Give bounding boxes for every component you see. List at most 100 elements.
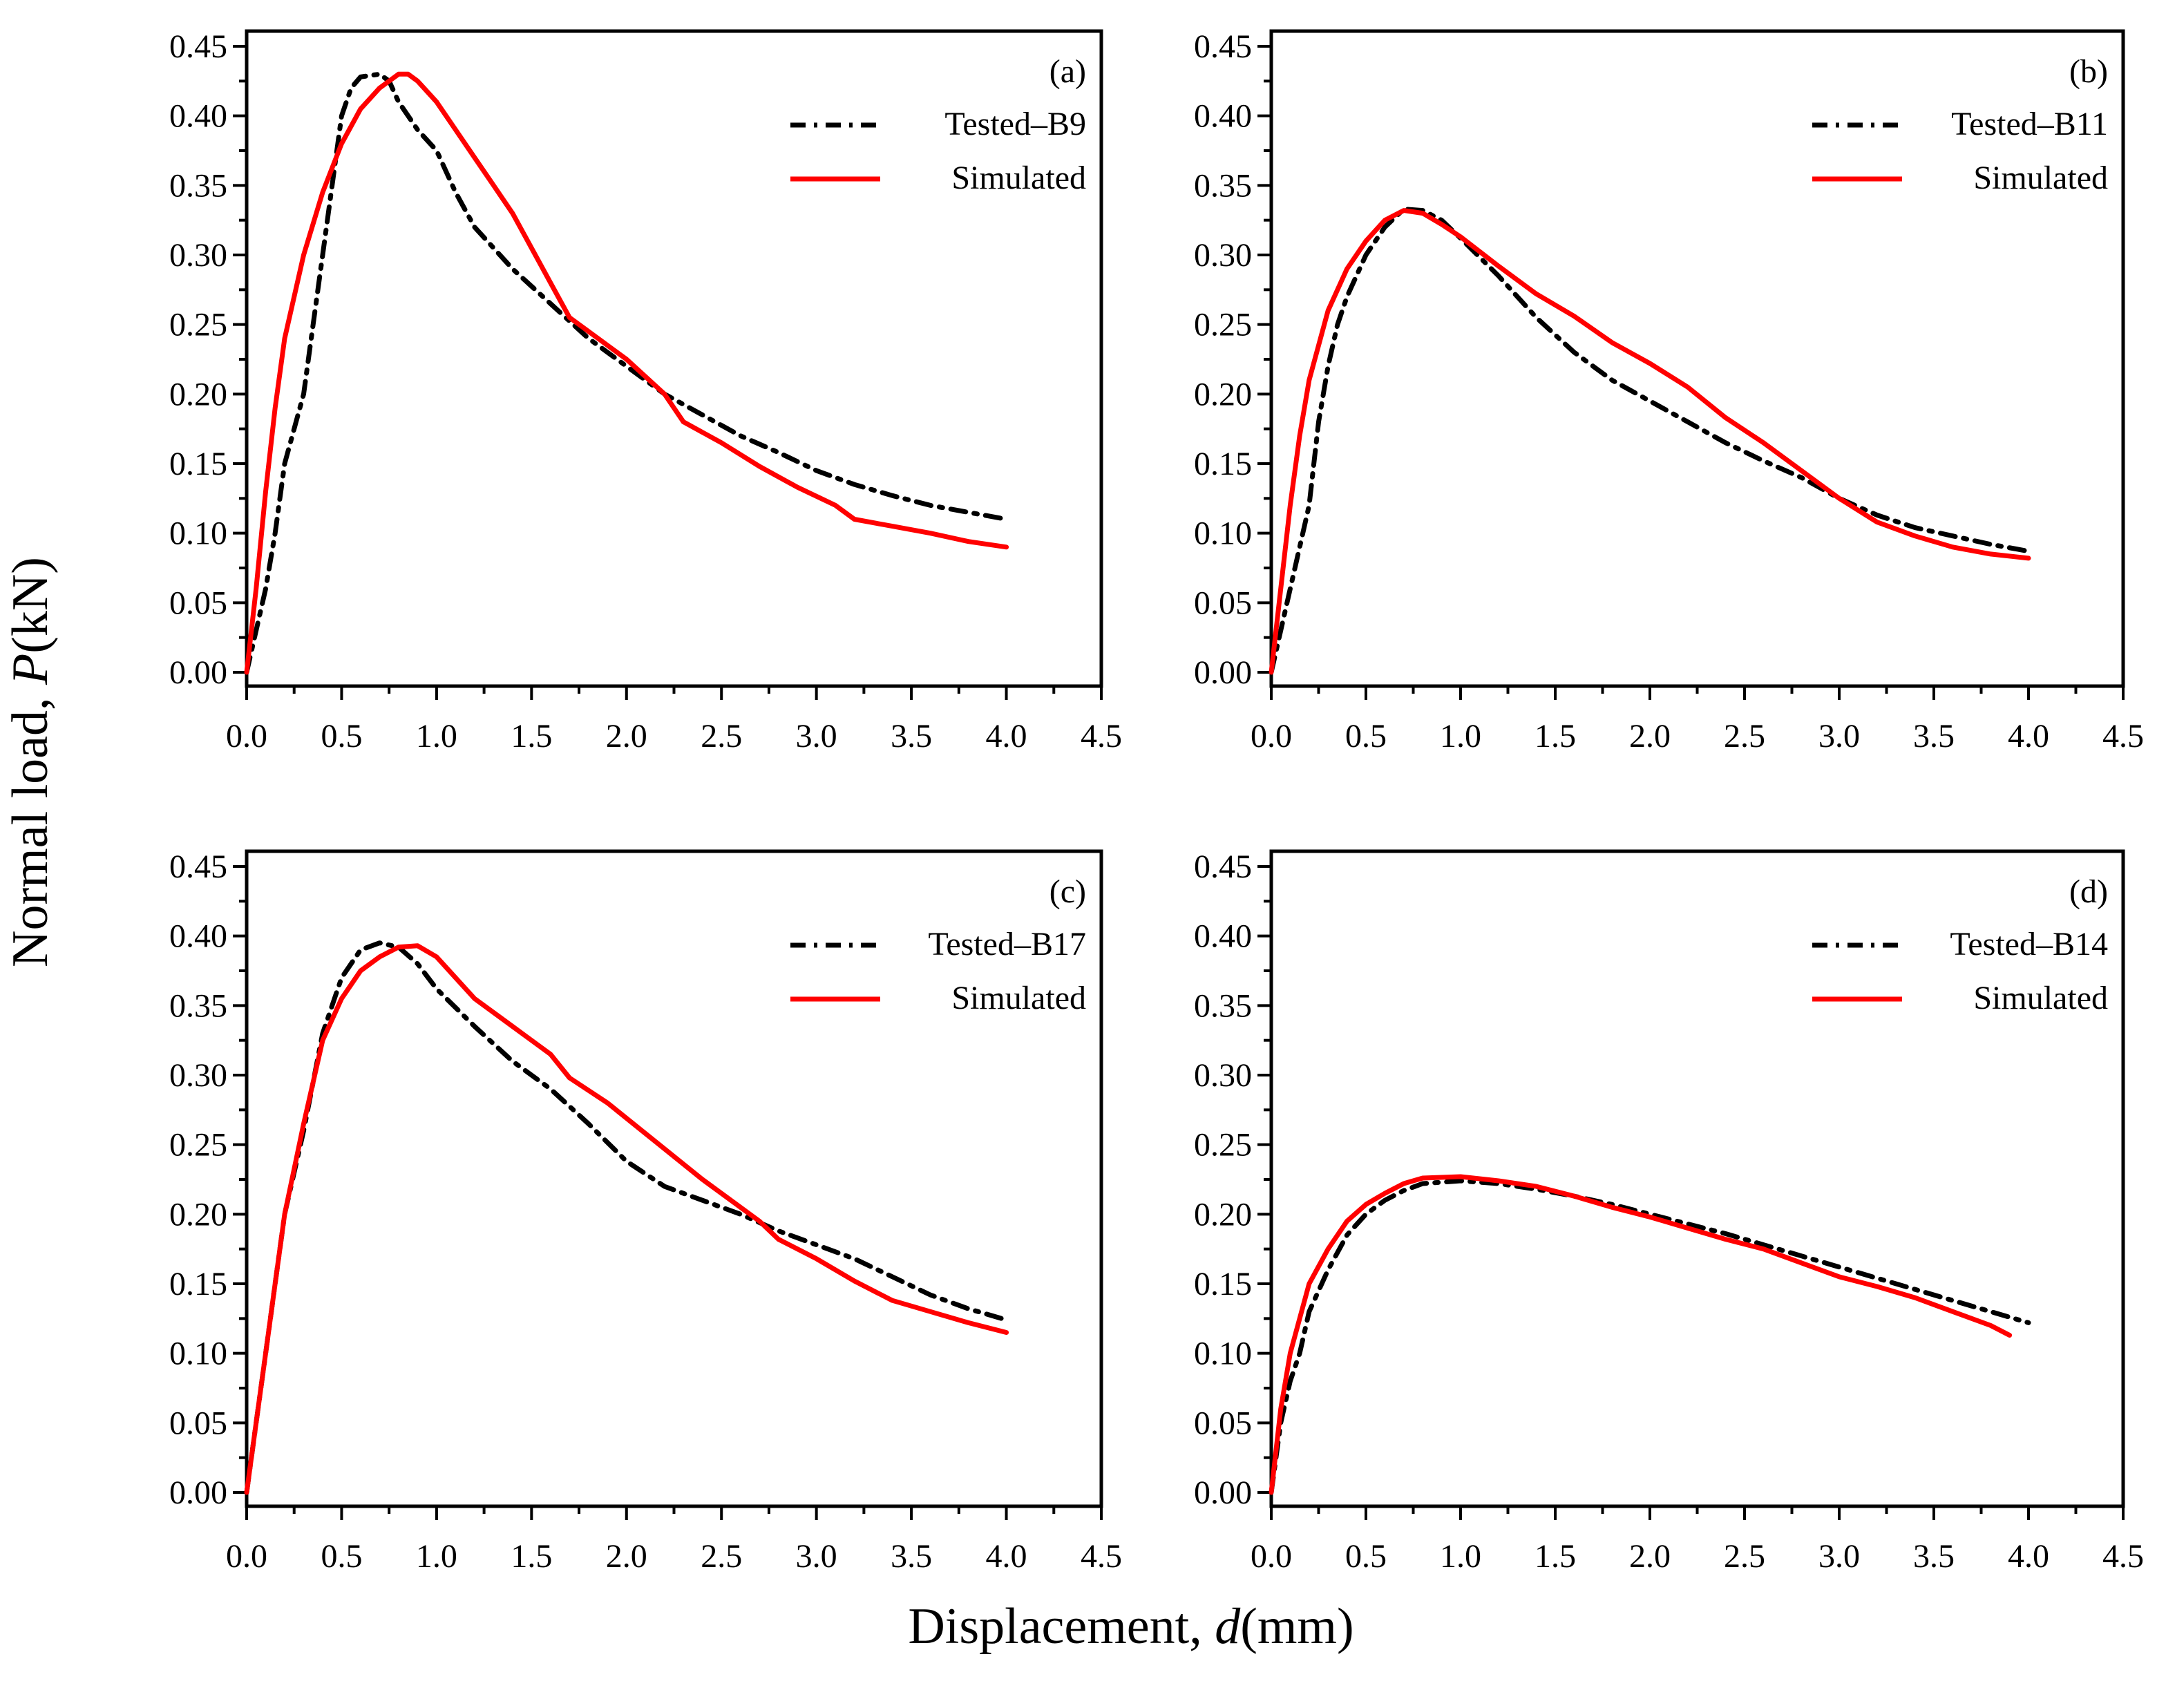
x-tick-label: 1.0 [1440, 1538, 1481, 1575]
y-tick-label: 0.00 [1194, 1474, 1252, 1511]
y-tick-label: 0.05 [169, 1405, 227, 1441]
y-tick-label: 0.25 [169, 1127, 227, 1164]
x-tick-label: 4.5 [2102, 718, 2144, 755]
x-tick-label: 2.0 [1629, 718, 1671, 755]
x-tick-label: 1.5 [1535, 1538, 1576, 1575]
y-tick-label: 0.45 [169, 28, 227, 65]
x-tick-label: 0.5 [321, 1538, 362, 1575]
y-tick-label: 0.20 [169, 1196, 227, 1233]
legend-label: Simulated [951, 980, 1086, 1016]
x-tick-label: 0.5 [1345, 1538, 1387, 1575]
y-tick-label: 0.20 [1194, 1196, 1252, 1233]
simulated-series-line [244, 71, 1009, 675]
y-tick-label: 0.20 [169, 376, 227, 412]
x-tick-label: 3.0 [1818, 718, 1860, 755]
x-tick-label: 2.0 [1629, 1538, 1671, 1575]
y-tick-label: 0.35 [169, 167, 227, 204]
x-tick-label: 1.0 [416, 718, 457, 755]
y-tick-label: 0.45 [1194, 848, 1252, 885]
x-tick-label: 3.5 [1913, 1538, 1955, 1575]
x-tick-label: 0.0 [1251, 1538, 1292, 1575]
simulated-series-line [244, 943, 1009, 1495]
panel-label-c: (c) [1049, 873, 1086, 910]
simulated-series-line [1269, 1174, 2013, 1495]
y-tick-label: 0.15 [169, 1266, 227, 1302]
x-tick-label: 2.5 [701, 718, 742, 755]
x-tick-label: 1.5 [511, 718, 552, 755]
x-tick-label: 4.0 [2008, 718, 2049, 755]
y-tick-label: 0.25 [1194, 1127, 1252, 1164]
legend-label: Simulated [951, 160, 1086, 196]
x-tick-label: 0.0 [226, 1538, 267, 1575]
legend-label: Tested–B11 [1951, 106, 2108, 142]
y-tick-label: 0.15 [169, 446, 227, 482]
y-tick-label: 0.10 [1194, 515, 1252, 552]
x-tick-label: 3.0 [1818, 1538, 1860, 1575]
y-tick-label: 0.20 [1194, 376, 1252, 412]
y-tick-label: 0.05 [1194, 1405, 1252, 1441]
x-tick-label: 4.0 [2008, 1538, 2049, 1575]
y-tick-label: 0.40 [1194, 918, 1252, 955]
legend-label: Simulated [1973, 980, 2108, 1016]
y-tick-label: 0.10 [169, 1336, 227, 1372]
x-tick-label: 0.5 [1345, 718, 1387, 755]
y-axis-title: Normal load, P(kN) [2, 557, 59, 967]
x-tick-label: 4.5 [1081, 1538, 1122, 1575]
x-axis-title: Displacement, d(mm) [908, 1598, 1353, 1655]
y-tick-label: 0.30 [169, 237, 227, 274]
x-tick-label: 2.5 [1724, 1538, 1765, 1575]
x-tick-label: 4.0 [986, 1538, 1027, 1575]
x-tick-label: 2.5 [701, 1538, 742, 1575]
panel-a: 0.0 0.5 1.0 1.5 2.0 2.5 3.0 3.5 4.0 4.5 0.00 0.05 0.… [169, 28, 1122, 755]
tested-series-line [1269, 1178, 2031, 1495]
x-tick-label: 2.5 [1724, 718, 1765, 755]
y-tick-label: 0.35 [1194, 987, 1252, 1024]
y-tick-label: 0.35 [1194, 167, 1252, 204]
y-tick-label: 0.00 [1194, 654, 1252, 691]
panel-label-d: (d) [2069, 873, 2108, 910]
y-tick-label: 0.45 [1194, 28, 1252, 65]
y-tick-label: 0.40 [169, 98, 227, 135]
y-tick-label: 0.40 [169, 918, 227, 955]
y-tick-label: 0.05 [1194, 585, 1252, 621]
legend-label: Tested–B17 [928, 926, 1086, 962]
y-tick-label: 0.25 [1194, 307, 1252, 343]
y-tick-label: 0.15 [1194, 1266, 1252, 1302]
x-tick-label: 2.0 [606, 1538, 647, 1575]
y-tick-label: 0.40 [1194, 98, 1252, 135]
panel-d: 0.0 0.5 1.0 1.5 2.0 2.5 3.0 3.5 4.0 4.5 0.00 0.05 0.… [1194, 848, 2144, 1575]
y-tick-label: 0.30 [1194, 237, 1252, 274]
x-tick-label: 4.5 [2102, 1538, 2144, 1575]
x-tick-label: 1.5 [511, 1538, 552, 1575]
x-tick-label: 3.5 [1913, 718, 1955, 755]
x-tick-label: 3.0 [796, 1538, 837, 1575]
x-tick-label: 1.0 [1440, 718, 1481, 755]
panel-label-b: (b) [2069, 53, 2108, 90]
x-tick-label: 0.5 [321, 718, 362, 755]
panel-b: 0.0 0.5 1.0 1.5 2.0 2.5 3.0 3.5 4.0 4.5 0.00 0.05 0.… [1194, 28, 2144, 755]
x-tick-label: 4.5 [1081, 718, 1122, 755]
x-tick-label: 1.5 [1535, 718, 1576, 755]
legend-label: Simulated [1973, 160, 2108, 196]
x-tick-label: 3.0 [796, 718, 837, 755]
y-tick-label: 0.15 [1194, 446, 1252, 482]
x-tick-label: 0.0 [226, 718, 267, 755]
x-tick-label: 4.0 [986, 718, 1027, 755]
legend-label: Tested–B9 [944, 106, 1086, 142]
panel-label-a: (a) [1049, 53, 1086, 90]
x-tick-label: 3.5 [891, 718, 932, 755]
x-tick-label: 1.0 [416, 1538, 457, 1575]
y-tick-label: 0.10 [1194, 1336, 1252, 1372]
y-tick-label: 0.30 [169, 1057, 227, 1094]
y-tick-label: 0.10 [169, 515, 227, 552]
y-tick-label: 0.00 [169, 1474, 227, 1511]
tested-series-line [244, 71, 1009, 675]
y-tick-label: 0.00 [169, 654, 227, 691]
x-tick-label: 2.0 [606, 718, 647, 755]
legend-label: Tested–B14 [1950, 926, 2108, 962]
x-tick-label: 0.0 [1251, 718, 1292, 755]
panel-c: 0.0 0.5 1.0 1.5 2.0 2.5 3.0 3.5 4.0 4.5 0.00 0.05 0.… [169, 848, 1122, 1575]
y-tick-label: 0.25 [169, 307, 227, 343]
simulated-series-line [1269, 208, 2031, 675]
